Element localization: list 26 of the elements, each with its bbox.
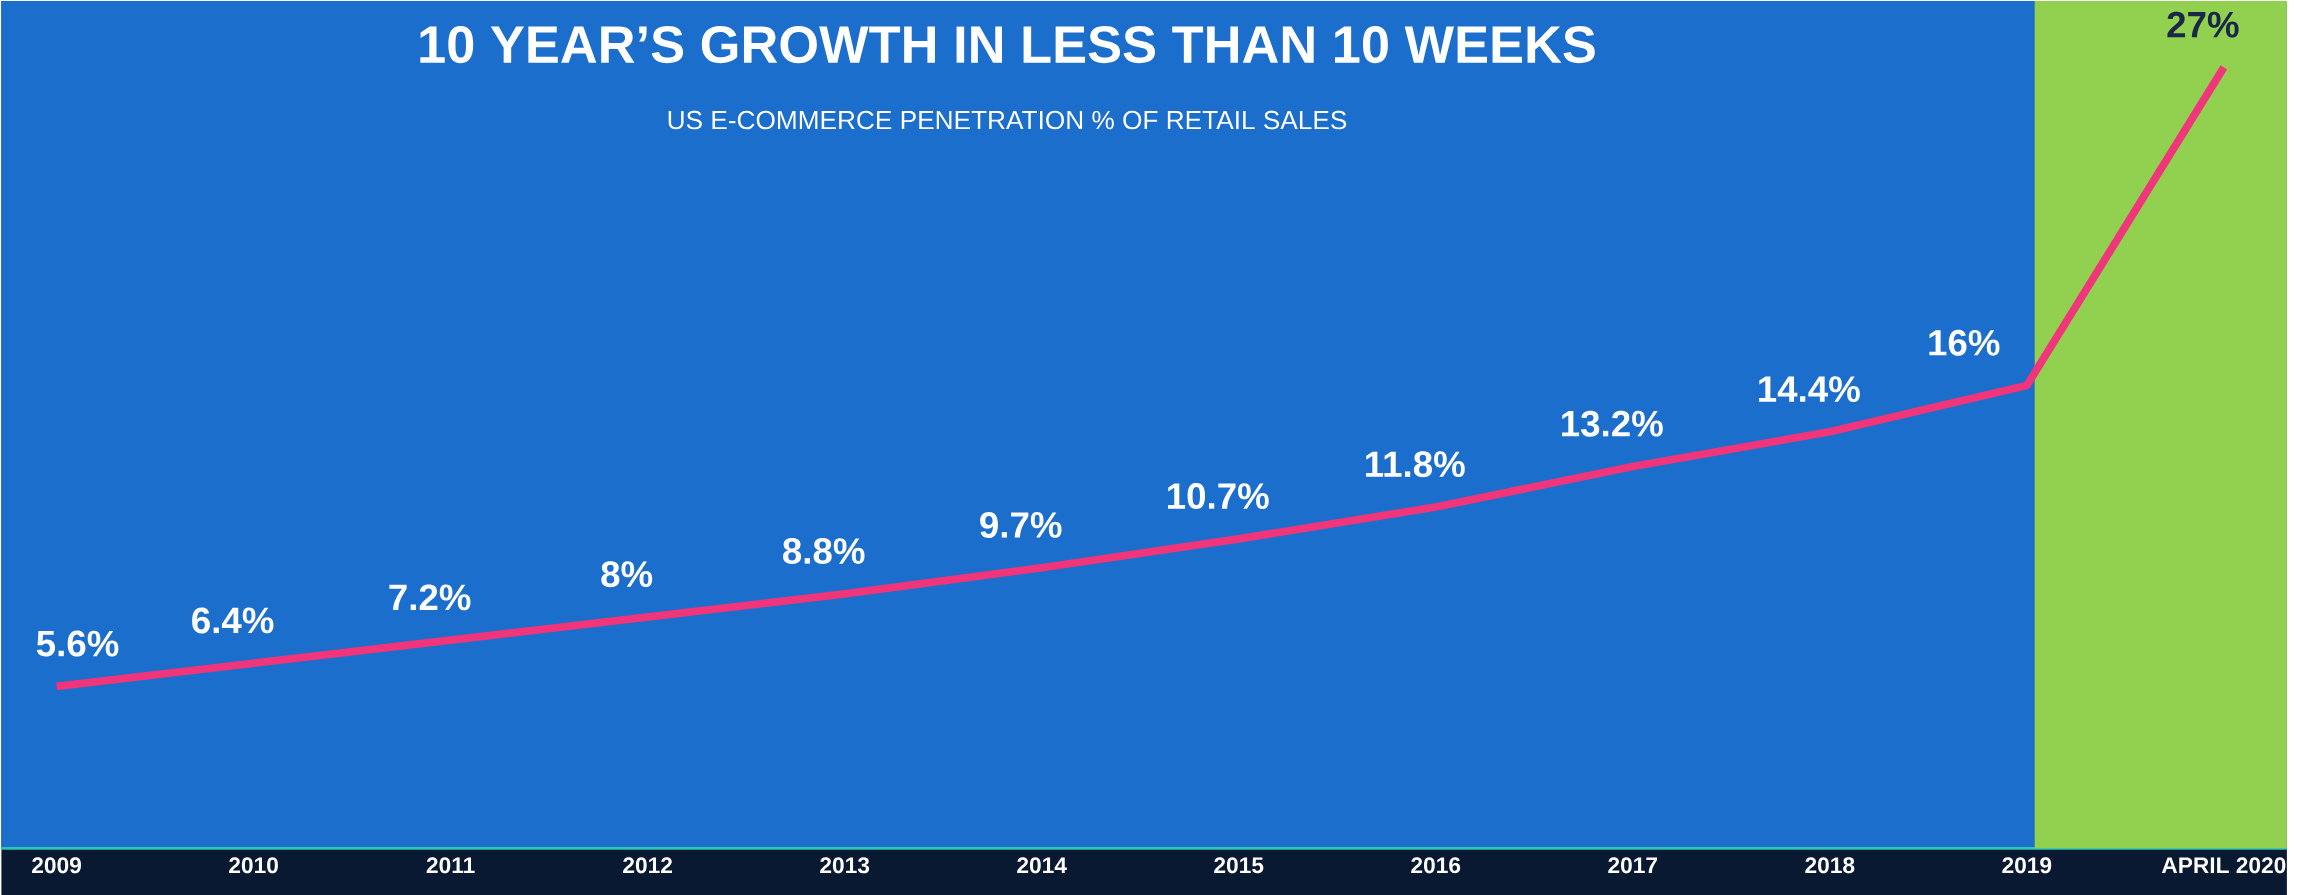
data-label: 16% xyxy=(1929,329,2000,356)
chart-title: 10 YEAR’S GROWTH IN LESS THAN 10 WEEKS xyxy=(420,26,1595,64)
x-tick-label: 2009 xyxy=(32,857,81,874)
data-label: 8% xyxy=(601,561,653,588)
data-label: 6.4% xyxy=(192,607,274,634)
text: US E-COMMERCE PENETRATION % OF RETAIL SALES xyxy=(668,110,1347,130)
data-label: 9.7% xyxy=(980,511,1062,538)
x-tick-label: 2019 xyxy=(2002,857,2052,874)
x-tick-label: APRIL 2020 xyxy=(2161,857,2286,874)
data-label: 14.4% xyxy=(1759,376,1860,402)
x-tick-label: 2018 xyxy=(1805,857,1855,874)
x-tick-label: 2017 xyxy=(1608,857,1658,874)
data-label: 13.2% xyxy=(1562,410,1663,437)
data-label: 10.7% xyxy=(1168,483,1269,510)
x-tick-label: 2012 xyxy=(623,857,672,874)
data-label: 8.8% xyxy=(783,537,865,564)
x-tick-label: 2011 xyxy=(426,857,475,874)
x-tick-label: 2014 xyxy=(1017,857,1067,874)
x-tick-label: 2013 xyxy=(820,857,870,874)
data-label: 11.8% xyxy=(1366,451,1465,478)
data-label: 27% xyxy=(2167,11,2239,38)
x-tick-label: 2016 xyxy=(1411,857,1461,874)
x-tick-label: 2010 xyxy=(229,857,278,874)
data-label: 7.2% xyxy=(389,584,471,611)
x-tick-label: 2015 xyxy=(1214,857,1264,874)
data-label: 5.6% xyxy=(36,630,119,657)
